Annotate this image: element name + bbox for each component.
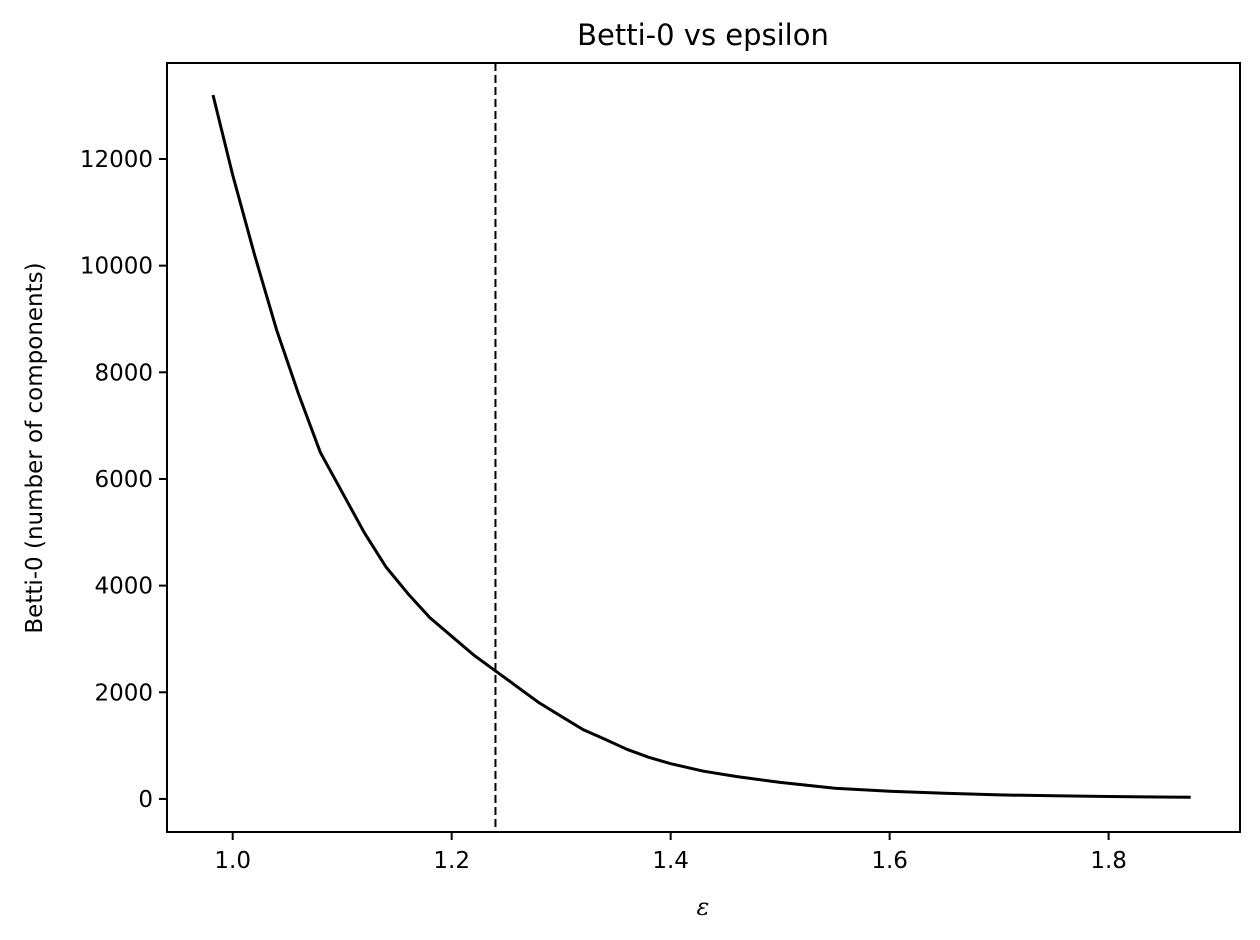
x-tick-label: 1.0 <box>214 848 251 874</box>
y-tick-label: 2000 <box>94 680 153 706</box>
y-axis: 0 2000 4000 6000 8000 10000 12000 <box>80 147 167 813</box>
plot-area <box>211 63 1191 832</box>
y-tick-label: 8000 <box>94 360 153 386</box>
x-tick-label: 1.8 <box>1090 848 1127 874</box>
y-tick-label: 12000 <box>80 147 153 173</box>
x-tick-label: 1.6 <box>871 848 908 874</box>
y-tick-label: 6000 <box>94 467 153 493</box>
x-axis-label: ε <box>697 893 710 921</box>
y-tick-label: 10000 <box>80 254 153 280</box>
y-axis-label: Betti-0 (number of components) <box>22 262 48 633</box>
chart-title: Betti-0 vs epsilon <box>577 18 829 52</box>
y-tick-label: 4000 <box>94 574 153 600</box>
x-tick-label: 1.4 <box>652 848 689 874</box>
y-tick-label: 0 <box>138 787 153 813</box>
x-axis: 1.0 1.2 1.4 1.6 1.8 <box>214 832 1127 874</box>
betti-0-series-line <box>211 94 1191 799</box>
x-tick-label: 1.2 <box>433 848 470 874</box>
plot-frame <box>166 62 1241 833</box>
